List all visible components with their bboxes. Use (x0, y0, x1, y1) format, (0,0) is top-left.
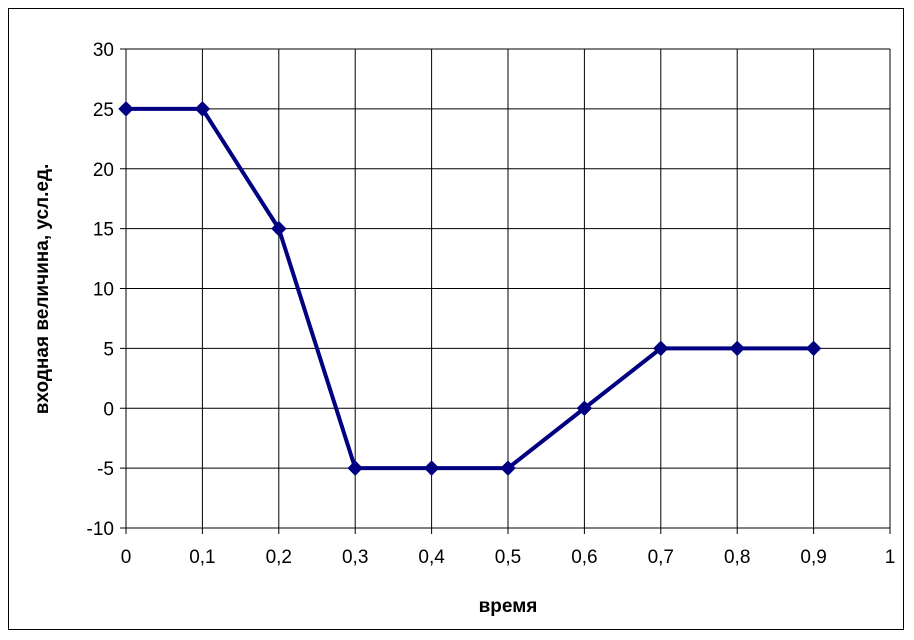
data-point (500, 460, 516, 476)
data-point (729, 340, 745, 357)
chart-frame (8, 8, 904, 630)
x-tick-label: 0 (121, 547, 132, 568)
x-tick-label: 0,7 (648, 547, 674, 568)
y-tick-label: -10 (87, 519, 114, 540)
x-tick-label: 1 (885, 547, 896, 568)
x-tick-label: 0,2 (266, 547, 292, 568)
data-point (423, 460, 440, 476)
x-tick-label: 0,4 (418, 547, 445, 568)
tick-labels: -10 -5 0 5 10 15 20 25 30 0 0,1 0,2 0,3 0,4 0,5 0,6 0,7 0… (87, 40, 896, 568)
x-tick-label: 0,9 (800, 547, 826, 568)
x-axis-title: время (479, 596, 538, 617)
y-axis-title: входная величина, усл.ед. (32, 164, 53, 415)
x-tick-label: 0,8 (724, 547, 750, 568)
x-tick-label: 0,6 (571, 547, 597, 568)
data-point (347, 460, 363, 476)
y-tick-label: 15 (93, 220, 114, 241)
data-point (653, 340, 669, 357)
y-tick-label: 30 (93, 40, 114, 61)
data-point (805, 340, 822, 357)
x-tick-label: 0,1 (189, 547, 215, 568)
grid (125, 48, 891, 529)
y-tick-label: 25 (93, 100, 114, 121)
x-tick-label: 0,5 (495, 547, 521, 568)
axes (120, 48, 891, 534)
data-point (271, 220, 287, 237)
series (118, 101, 822, 476)
y-tick-label: -5 (97, 459, 114, 480)
y-tick-label: 0 (103, 399, 114, 420)
series-line (126, 106, 814, 471)
y-tick-label: 20 (93, 160, 114, 181)
data-point (194, 101, 211, 117)
y-tick-label: 5 (103, 339, 114, 360)
data-point (118, 101, 134, 117)
data-point (576, 400, 593, 416)
x-tick-label: 0,3 (342, 547, 368, 568)
y-tick-label: 10 (93, 280, 114, 301)
